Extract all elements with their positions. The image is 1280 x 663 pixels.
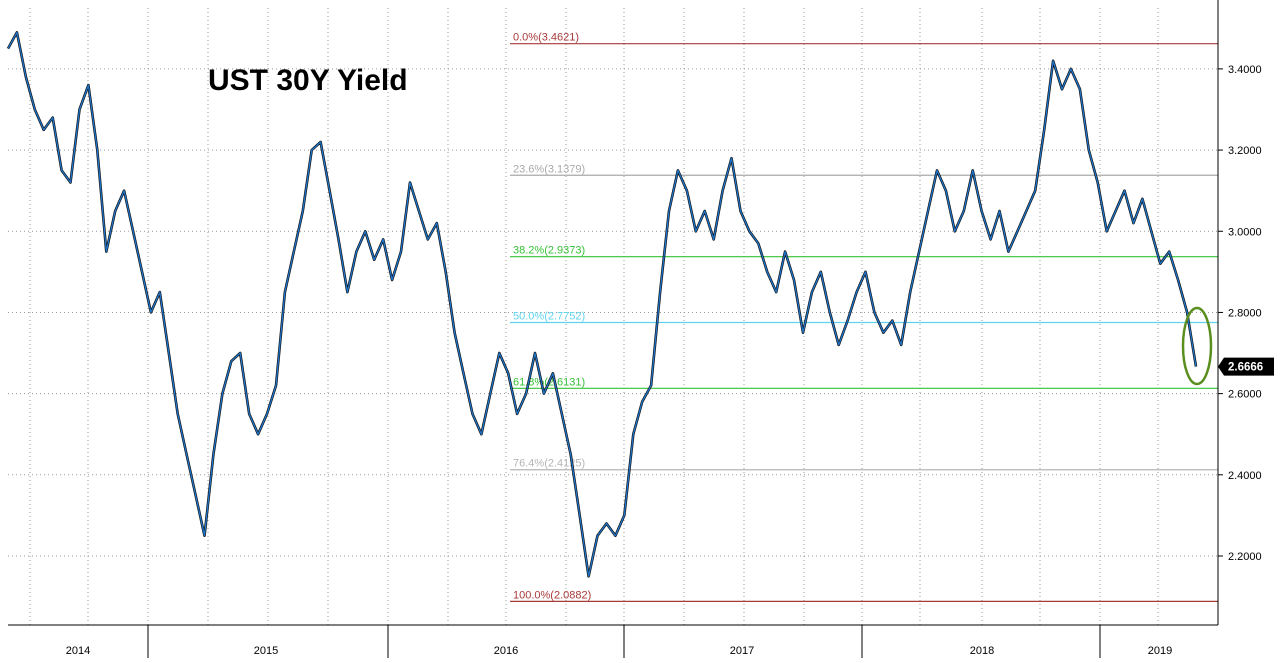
- grid: [8, 8, 1218, 625]
- fib-level-label: 100.0%(2.0882): [513, 589, 591, 601]
- x-tick-label: 2016: [494, 645, 518, 657]
- y-tick-label: 2.6000: [1228, 389, 1262, 401]
- fib-level-label: 50.0%(2.7752): [513, 311, 585, 323]
- x-tick-label: 2015: [254, 645, 278, 657]
- y-tick-label: 2.8000: [1228, 307, 1262, 319]
- axes: 2.2000 2.4000 2.6000 2.8000 3.0000 3.2000 3.40…: [8, 0, 1274, 658]
- fib-level-label: 23.6%(3.1379): [513, 163, 585, 175]
- y-tick-label: 3.4000: [1228, 64, 1262, 76]
- series-line-shadow: [6, 31, 1198, 578]
- chart-title: UST 30Y Yield: [208, 64, 408, 97]
- fib-level-label: 0.0%(3.4621): [513, 32, 579, 44]
- y-tick-label: 2.4000: [1228, 470, 1262, 482]
- x-tick-label: 2019: [1148, 645, 1172, 657]
- y-tick-label: 3.2000: [1228, 145, 1262, 157]
- series-line: [7, 31, 1197, 577]
- y-tick-label: 3.0000: [1228, 226, 1262, 238]
- fib-level-label: 38.2%(2.9373): [513, 245, 585, 257]
- last-value-tag: [1218, 357, 1274, 376]
- series-layer: [6, 31, 1198, 578]
- last-value-label: 2.6666: [1228, 362, 1263, 374]
- fib-level-label: 76.4%(2.4125): [513, 458, 585, 470]
- annotations: [1181, 306, 1213, 386]
- highlight-ellipse: [1181, 306, 1213, 386]
- x-tick-label: 2018: [970, 645, 994, 657]
- x-tick-label: 2017: [730, 645, 754, 657]
- fibonacci-levels: 0.0%(3.4621) 23.6%(3.1379) 38.2%(2.9373) 50…: [510, 32, 1218, 602]
- x-tick-label: 2014: [66, 645, 90, 657]
- y-tick-label: 2.2000: [1228, 551, 1262, 563]
